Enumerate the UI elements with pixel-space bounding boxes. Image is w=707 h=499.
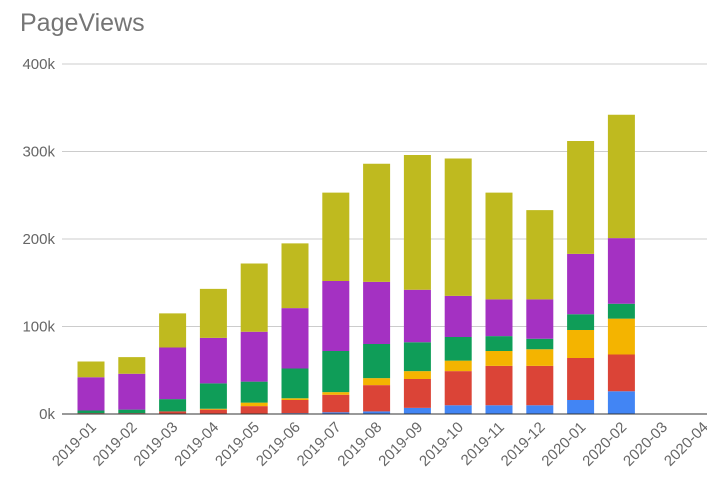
bar-segment — [199, 408, 227, 410]
bar-segment — [159, 411, 187, 414]
bar-segment — [526, 338, 554, 350]
bar-segment — [118, 409, 146, 414]
y-axis-ticks: 0k 100k 200k 300k 400k — [22, 56, 55, 423]
bar-segment — [240, 406, 268, 414]
bar-segment — [159, 399, 187, 412]
bar-segment — [567, 141, 595, 254]
bar-segment — [322, 394, 350, 413]
x-tick-label: 2019-08 — [334, 419, 385, 470]
x-tick-label: 2020-01 — [538, 419, 589, 470]
x-axis-ticks: 2019-012019-022019-032019-042019-052019-… — [49, 419, 707, 470]
bar-segment — [403, 371, 431, 379]
x-tick-label: 2019-02 — [90, 419, 141, 470]
x-tick-label: 2019-01 — [49, 419, 100, 470]
bar-segment — [607, 391, 635, 414]
bar-segment — [240, 381, 268, 403]
bar-segment — [199, 337, 227, 384]
bar-segment — [526, 299, 554, 339]
bar-segment — [567, 314, 595, 330]
bar-segment — [607, 303, 635, 319]
bar-segment — [363, 163, 391, 282]
bar-segment — [322, 351, 350, 393]
bar-segment — [485, 365, 513, 406]
bar-segment — [281, 368, 309, 399]
x-tick-label: 2020-04 — [661, 419, 707, 470]
bar-segment — [567, 358, 595, 400]
bar-segment — [403, 379, 431, 408]
bar-segment — [607, 114, 635, 239]
bar-segment — [444, 405, 472, 414]
x-tick-label: 2019-03 — [130, 419, 181, 470]
y-tick-label: 100k — [22, 319, 55, 336]
bar-segment — [607, 318, 635, 355]
bar-segment — [485, 351, 513, 366]
bar-segment — [240, 263, 268, 332]
bar-segment — [322, 392, 350, 395]
bar-segment — [567, 400, 595, 414]
bar-segment — [363, 344, 391, 379]
bar-segment — [403, 342, 431, 372]
bar-segment — [444, 337, 472, 361]
y-tick-label: 200k — [22, 231, 55, 248]
bar-segment — [567, 330, 595, 358]
bar-segment — [485, 299, 513, 337]
y-tick-label: 300k — [22, 144, 55, 161]
bar-segment — [403, 155, 431, 290]
bar-segment — [77, 361, 105, 378]
bar-segment — [77, 377, 105, 411]
x-tick-label: 2019-07 — [294, 419, 345, 470]
bar-segment — [444, 295, 472, 337]
bar-segment — [526, 365, 554, 406]
bar-segment — [322, 281, 350, 351]
bar-segment — [199, 288, 227, 338]
x-tick-label: 2019-06 — [253, 419, 304, 470]
bar-segment — [118, 373, 146, 410]
bar-segment — [403, 289, 431, 343]
bar-segment — [485, 336, 513, 351]
bar-segment — [403, 407, 431, 414]
bar-segment — [77, 410, 105, 414]
y-tick-label: 0k — [39, 406, 55, 423]
bar-segment — [526, 405, 554, 414]
bar-segment — [607, 354, 635, 392]
bar-segment — [526, 349, 554, 366]
bar-segment — [322, 192, 350, 281]
bar-segment — [485, 405, 513, 414]
x-tick-label: 2019-05 — [212, 419, 263, 470]
bar-segment — [199, 409, 227, 414]
x-tick-label: 2019-04 — [171, 419, 222, 470]
x-tick-label: 2019-09 — [375, 419, 426, 470]
bar-segment — [281, 398, 309, 400]
bar-segment — [444, 360, 472, 372]
bar-segment — [281, 400, 309, 414]
bar-segment — [363, 378, 391, 386]
x-tick-label: 2020-02 — [579, 419, 630, 470]
bar-segment — [159, 347, 187, 400]
bar-segment — [363, 411, 391, 414]
x-tick-label: 2019-10 — [416, 419, 467, 470]
bar-segment — [444, 158, 472, 296]
bar-segment — [281, 308, 309, 369]
bar-segment — [322, 412, 350, 414]
bar-segment — [240, 402, 268, 407]
x-tick-label: 2020-03 — [620, 419, 671, 470]
y-tick-label: 400k — [22, 56, 55, 73]
bars — [77, 114, 635, 414]
bar-segment — [199, 383, 227, 409]
bar-segment — [363, 281, 391, 344]
bar-segment — [607, 238, 635, 304]
bar-segment — [281, 243, 309, 309]
bar-segment — [485, 192, 513, 300]
bar-segment — [567, 253, 595, 315]
bar-segment — [240, 331, 268, 382]
chart-title: PageViews — [20, 9, 145, 37]
bar-segment — [118, 357, 146, 374]
bar-segment — [363, 385, 391, 412]
bar-segment — [159, 313, 187, 348]
x-tick-label: 2019-12 — [498, 419, 549, 470]
bar-segment — [526, 210, 554, 300]
bar-segment — [444, 371, 472, 406]
